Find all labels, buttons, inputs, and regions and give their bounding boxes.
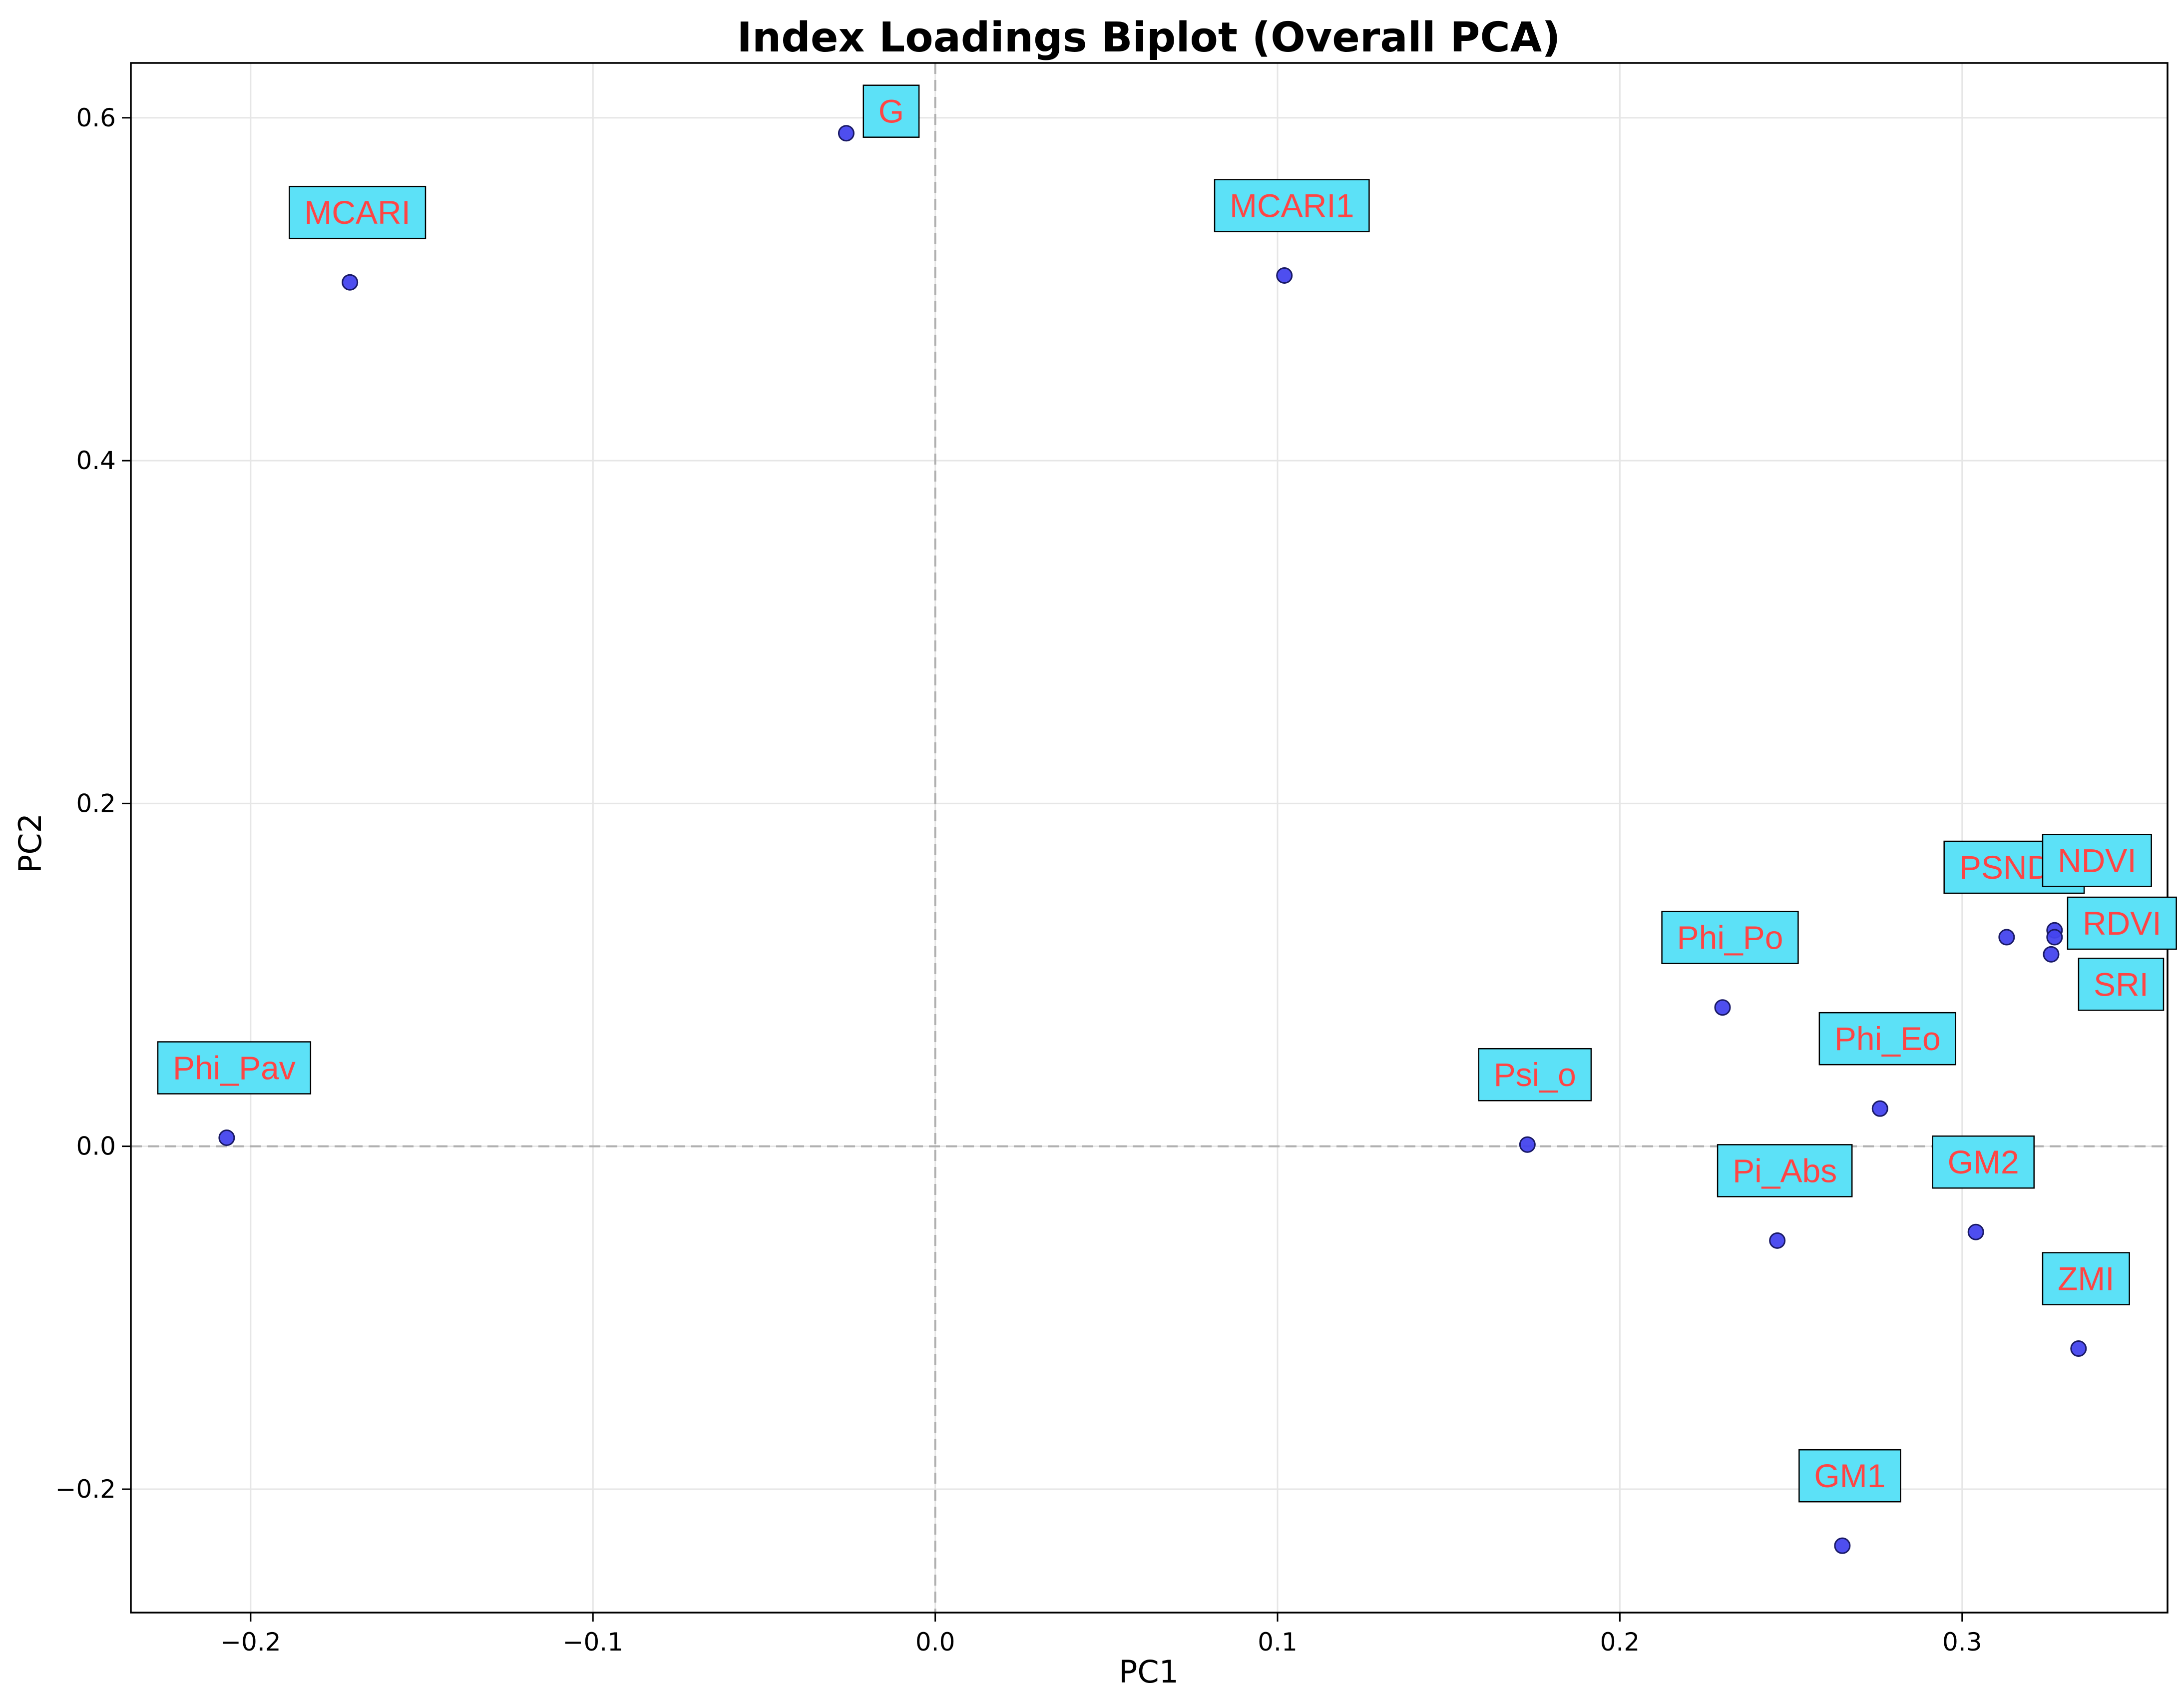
point-label-box bbox=[1214, 179, 1370, 232]
plot-area: −0.2 −0.1 0.0 0.1 0.2 0.3 −0.2 0.0 0.2 0.4 0.6 G MCA… bbox=[55, 62, 2177, 1657]
x-tick-label: 0.0 bbox=[915, 1628, 955, 1657]
point-label-box bbox=[2067, 896, 2177, 950]
point-label-box bbox=[1798, 1449, 1901, 1503]
point-label-box bbox=[2078, 958, 2165, 1011]
point-label: ZMI bbox=[2058, 1260, 2115, 1297]
plot-frame bbox=[130, 62, 2169, 1614]
x-axis-label: PC1 bbox=[1119, 1654, 1179, 1690]
y-axis-label: PC2 bbox=[12, 813, 48, 873]
data-point bbox=[1714, 999, 1731, 1016]
data-point bbox=[1998, 929, 2015, 946]
x-tick-label: 0.2 bbox=[1600, 1628, 1640, 1657]
data-point bbox=[218, 1129, 235, 1146]
x-tick-label: 0.3 bbox=[1942, 1628, 1982, 1657]
data-point bbox=[1519, 1136, 1536, 1153]
data-point bbox=[342, 274, 359, 291]
point-label-box bbox=[157, 1041, 312, 1095]
data-point bbox=[1769, 1232, 1786, 1249]
point-label: Phi_Eo bbox=[1834, 1020, 1941, 1057]
point-label: Psi_o bbox=[1494, 1056, 1576, 1093]
point-label: G bbox=[878, 93, 904, 130]
point-label-box bbox=[1661, 911, 1799, 964]
point-label: Phi_Po bbox=[1677, 919, 1783, 956]
data-point bbox=[2070, 1340, 2087, 1357]
point-label: Phi_Pav bbox=[173, 1049, 296, 1086]
data-point bbox=[1967, 1223, 1984, 1240]
data-point bbox=[1834, 1537, 1851, 1554]
y-tick-label: 0.4 bbox=[76, 446, 116, 475]
point-label-box bbox=[863, 84, 920, 138]
point-label: MCARI1 bbox=[1230, 187, 1354, 224]
point-label-box bbox=[2042, 1252, 2130, 1305]
point-label: Pi_Abs bbox=[1733, 1152, 1837, 1189]
data-point bbox=[2043, 946, 2060, 963]
point-label: SRI bbox=[2094, 966, 2149, 1003]
x-tick-label: 0.1 bbox=[1258, 1628, 1298, 1657]
point-label-box bbox=[2042, 834, 2152, 887]
point-label: NDVI bbox=[2058, 842, 2137, 879]
x-tick-label: −0.1 bbox=[563, 1628, 623, 1657]
point-label: GM2 bbox=[1948, 1143, 2019, 1180]
point-label-box bbox=[289, 185, 427, 239]
point-label-box bbox=[1818, 1012, 1956, 1066]
point-label: MCARI bbox=[304, 194, 411, 231]
chart-title: Index Loadings Biplot (Overall PCA) bbox=[737, 14, 1560, 61]
y-tick-label: 0.2 bbox=[76, 789, 116, 818]
y-tick-label: 0.6 bbox=[76, 103, 116, 132]
data-point bbox=[2046, 929, 2063, 946]
data-point bbox=[1871, 1100, 1888, 1117]
point-label-box bbox=[1932, 1135, 2035, 1189]
point-label: GM1 bbox=[1814, 1457, 1885, 1494]
point-label-box bbox=[1717, 1144, 1853, 1197]
point-label-box bbox=[1478, 1048, 1592, 1102]
data-point bbox=[838, 125, 855, 142]
x-tick-label: −0.2 bbox=[220, 1628, 281, 1657]
y-tick-label: 0.0 bbox=[76, 1132, 116, 1161]
y-tick-label: −0.2 bbox=[55, 1475, 116, 1504]
data-point bbox=[1276, 267, 1293, 284]
point-label: RDVI bbox=[2083, 905, 2162, 942]
